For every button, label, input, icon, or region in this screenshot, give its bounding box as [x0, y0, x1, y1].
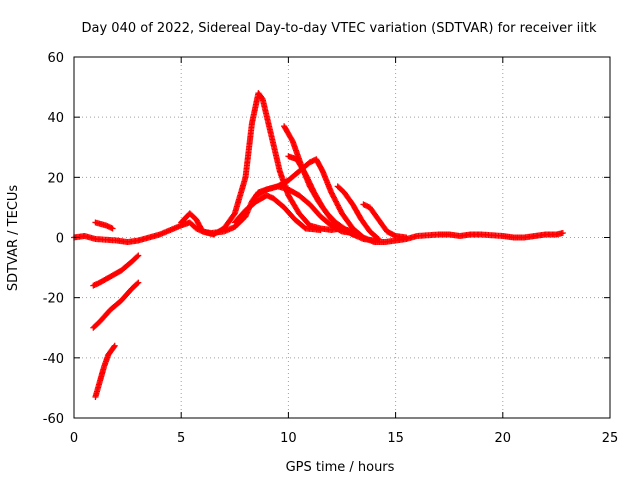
x-tick-label: 20: [495, 431, 512, 446]
y-tick-label: -60: [43, 412, 64, 427]
y-tick-label: 40: [47, 111, 64, 126]
series-track-c: [231, 192, 324, 233]
series-track-g: [334, 183, 382, 243]
y-tick-label: 20: [47, 171, 64, 186]
series-track-h: [360, 201, 410, 241]
series-track-l: [92, 342, 118, 400]
x-tick-label: 0: [70, 431, 78, 446]
data-point: [375, 236, 382, 243]
y-tick-label: 60: [47, 51, 64, 66]
series-track-e: [253, 183, 367, 241]
x-tick-label: 5: [177, 431, 185, 446]
y-tick-label: 0: [56, 232, 64, 247]
series-track-j: [90, 252, 142, 289]
data-point: [135, 252, 142, 259]
x-axis-label: GPS time / hours: [286, 460, 395, 475]
plot-data: [71, 90, 566, 400]
data-point: [317, 226, 324, 233]
x-tick-label: 25: [602, 431, 619, 446]
data-point: [134, 280, 141, 287]
series-track-i: [92, 219, 116, 232]
data-point: [134, 253, 141, 260]
x-tick-label: 15: [387, 431, 404, 446]
y-axis-label: SDTVAR / TECUs: [6, 185, 21, 292]
data-point: [559, 229, 566, 236]
series-track-f: [285, 153, 378, 244]
data-point: [371, 237, 378, 244]
x-tick-label: 10: [280, 431, 297, 446]
axis-ticks: 0 5 10 15 20 25 -60 -40 -20 0 20 40 60: [43, 51, 619, 446]
series-track-k: [90, 279, 142, 331]
data-point: [403, 234, 410, 241]
data-point: [135, 279, 142, 286]
data-point: [374, 235, 381, 242]
y-tick-label: -20: [43, 292, 64, 307]
data-point: [111, 342, 118, 349]
chart-title: Day 040 of 2022, Sidereal Day-to-day VTE…: [82, 21, 597, 36]
data-point: [110, 343, 117, 350]
data-point: [109, 225, 116, 232]
y-tick-label: -40: [43, 352, 64, 367]
